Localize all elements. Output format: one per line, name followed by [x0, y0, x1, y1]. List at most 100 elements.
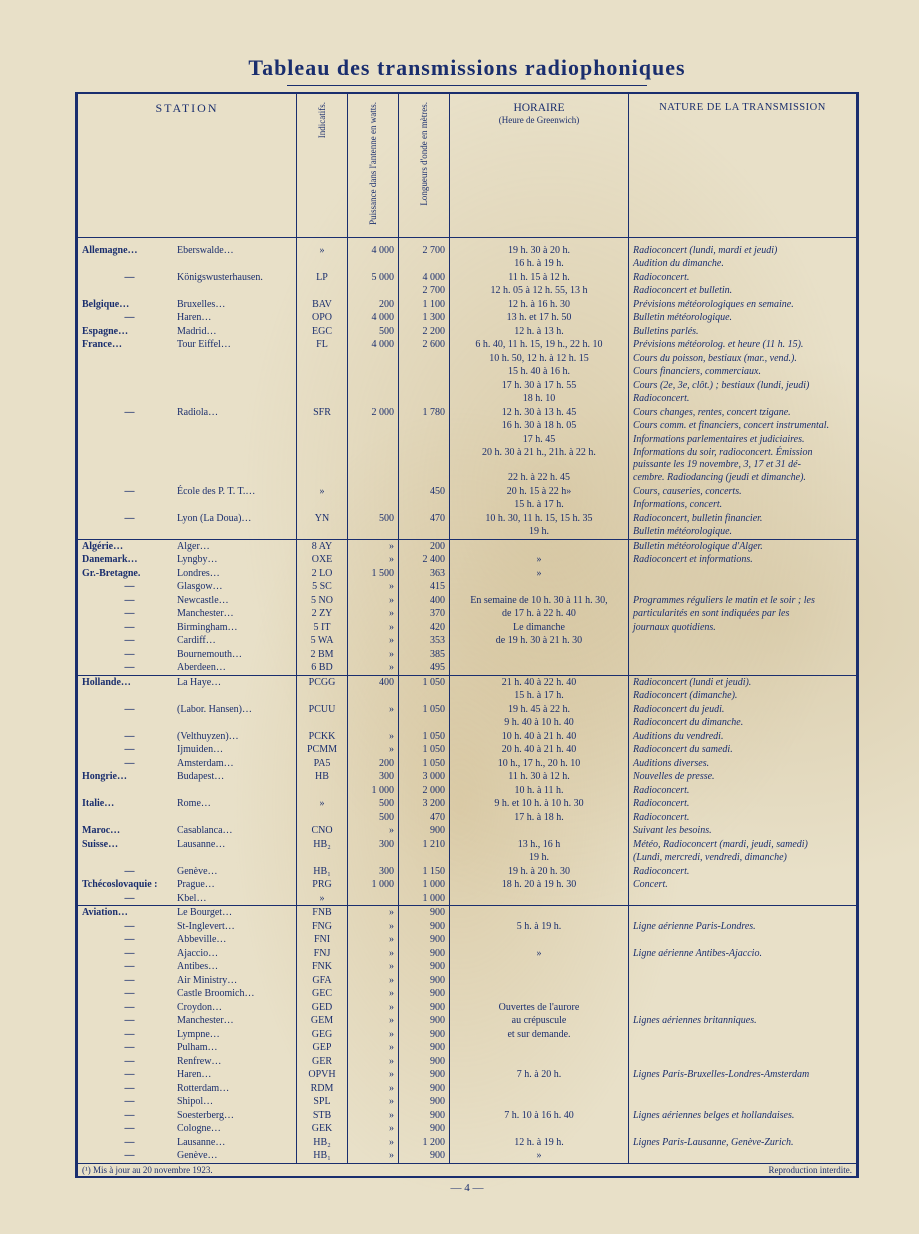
- cell-country: Hollande…: [78, 676, 178, 690]
- cell-city: Soesterberg…: [177, 1109, 297, 1123]
- cell-city: Castle Broomich…: [177, 987, 297, 1001]
- cell-country: [78, 471, 178, 485]
- table-row: —Rotterdam…RDM»900: [78, 1082, 857, 1096]
- cell-indicatif: HB₂: [297, 838, 348, 852]
- cell-country: Algérie…: [78, 540, 178, 554]
- cell-horaire: 21 h. 40 à 22 h. 40: [450, 676, 629, 690]
- cell-horaire: [450, 892, 629, 906]
- table-row: 18 h. 10Radioconcert.: [78, 392, 857, 406]
- cell-watts: »: [348, 987, 399, 1001]
- cell-nature: Lignes Paris-Lausanne, Genève-Zurich.: [629, 1136, 857, 1150]
- cell-city: Birmingham…: [177, 621, 297, 635]
- cell-indicatif: »: [297, 892, 348, 906]
- cell-city: Radiola…: [177, 406, 297, 420]
- cell-nature: [629, 1028, 857, 1042]
- cell-horaire: [450, 1122, 629, 1136]
- cell-horaire: En semaine de 10 h. 30 à 11 h. 30,: [450, 594, 629, 608]
- cell-nature: Ligne aérienne Paris-Londres.: [629, 920, 857, 934]
- cell-longueur: 900: [399, 1149, 450, 1163]
- cell-nature: [629, 974, 857, 988]
- cell-longueur: [399, 525, 450, 539]
- cell-horaire: [450, 1041, 629, 1055]
- cell-longueur: [399, 851, 450, 865]
- cell-longueur: 2 700: [399, 284, 450, 298]
- cell-horaire: [450, 1055, 629, 1069]
- cell-city: Abbeville…: [177, 933, 297, 947]
- table-row: —Amsterdam…PA52001 05010 h., 17 h., 20 h…: [78, 757, 857, 771]
- table-body: Allemagne…Eberswalde…»4 0002 70019 h. 30…: [78, 237, 857, 1176]
- cell-country: —: [78, 1001, 178, 1015]
- cell-city: École des P. T. T.…: [177, 485, 297, 499]
- cell-city: [177, 525, 297, 539]
- cell-indicatif: HB: [297, 770, 348, 784]
- cell-horaire: 10 h. 30, 11 h. 15, 15 h. 35: [450, 512, 629, 526]
- cell-country: Tchécoslovaquie :: [78, 878, 178, 892]
- cell-horaire: »: [450, 567, 629, 581]
- cell-country: —: [78, 661, 178, 675]
- table-row: —Lympne…GEG»900et sur demande.: [78, 1028, 857, 1042]
- cell-country: —: [78, 987, 178, 1001]
- cell-nature: Lignes aériennes britanniques.: [629, 1014, 857, 1028]
- cell-horaire: [450, 648, 629, 662]
- table-row: —Cardiff…5 WA»353de 19 h. 30 à 21 h. 30: [78, 634, 857, 648]
- cell-longueur: 370: [399, 607, 450, 621]
- cell-country: —: [78, 634, 178, 648]
- cell-watts: »: [348, 960, 399, 974]
- cell-watts: »: [348, 634, 399, 648]
- table-row: 20 h. 30 à 21 h., 21h. à 22 h.Informatio…: [78, 446, 857, 471]
- cell-indicatif: [297, 851, 348, 865]
- cell-indicatif: [297, 525, 348, 539]
- cell-indicatif: 5 SC: [297, 580, 348, 594]
- cell-watts: 200: [348, 757, 399, 771]
- cell-city: [177, 365, 297, 379]
- cell-nature: Bulletin météorologique d'Alger.: [629, 540, 857, 554]
- cell-watts: [348, 257, 399, 271]
- cell-indicatif: GEM: [297, 1014, 348, 1028]
- table-row: Allemagne…Eberswalde…»4 0002 70019 h. 30…: [78, 244, 857, 258]
- cell-nature: cembre. Radiodancing (jeudi et dimanche)…: [629, 471, 857, 485]
- cell-city: Genève…: [177, 865, 297, 879]
- cell-horaire: 18 h. 10: [450, 392, 629, 406]
- cell-indicatif: GED: [297, 1001, 348, 1015]
- cell-country: —: [78, 607, 178, 621]
- table-row: —(Velthuyzen)…PCKK»1 05010 h. 40 à 21 h.…: [78, 730, 857, 744]
- table-row: Danemark…Lyngby…OXE»2 400»Radioconcert e…: [78, 553, 857, 567]
- cell-nature: Cours financiers, commerciaux.: [629, 365, 857, 379]
- cell-nature: Radioconcert du samedi.: [629, 743, 857, 757]
- cell-nature: [629, 933, 857, 947]
- cell-indicatif: PCUU: [297, 703, 348, 717]
- table-row: —Radiola…SFR2 0001 78012 h. 30 à 13 h. 4…: [78, 406, 857, 420]
- cell-longueur: 2 000: [399, 784, 450, 798]
- cell-horaire: 12 h. à 16 h. 30: [450, 298, 629, 312]
- cell-longueur: 900: [399, 960, 450, 974]
- cell-city: (Labor. Hansen)…: [177, 703, 297, 717]
- cell-horaire: Ouvertes de l'aurore: [450, 1001, 629, 1015]
- cell-indicatif: HB₁: [297, 1149, 348, 1163]
- table-row: 50047017 h. à 18 h.Radioconcert.: [78, 811, 857, 825]
- cell-watts: »: [348, 1055, 399, 1069]
- cell-longueur: [399, 379, 450, 393]
- cell-longueur: 900: [399, 1014, 450, 1028]
- cell-city: Air Ministry…: [177, 974, 297, 988]
- cell-country: —: [78, 1136, 178, 1150]
- header-nature: NATURE DE LA TRANSMISSION: [629, 94, 857, 237]
- cell-indicatif: 2 LO: [297, 567, 348, 581]
- cell-nature: Informations parlementaires et judiciair…: [629, 433, 857, 447]
- cell-watts: 200: [348, 298, 399, 312]
- cell-horaire: 16 h. 30 à 18 h. 05: [450, 419, 629, 433]
- cell-longueur: 1 050: [399, 743, 450, 757]
- cell-indicatif: 2 BM: [297, 648, 348, 662]
- cell-horaire: [450, 974, 629, 988]
- cell-country: Maroc…: [78, 824, 178, 838]
- cell-horaire: 22 h. à 22 h. 45: [450, 471, 629, 485]
- cell-indicatif: GEG: [297, 1028, 348, 1042]
- cell-watts: 500: [348, 797, 399, 811]
- cell-city: Amsterdam…: [177, 757, 297, 771]
- cell-longueur: 900: [399, 947, 450, 961]
- cell-watts: [348, 446, 399, 471]
- table-row: 15 h. à 17 h.Radioconcert (dimanche).: [78, 689, 857, 703]
- footnote-row: (¹) Mis à jour au 20 novembre 1923.Repro…: [78, 1163, 857, 1176]
- cell-watts: 5 000: [348, 271, 399, 285]
- table-row: Hongrie…Budapest…HB3003 00011 h. 30 à 12…: [78, 770, 857, 784]
- cell-country: —: [78, 512, 178, 526]
